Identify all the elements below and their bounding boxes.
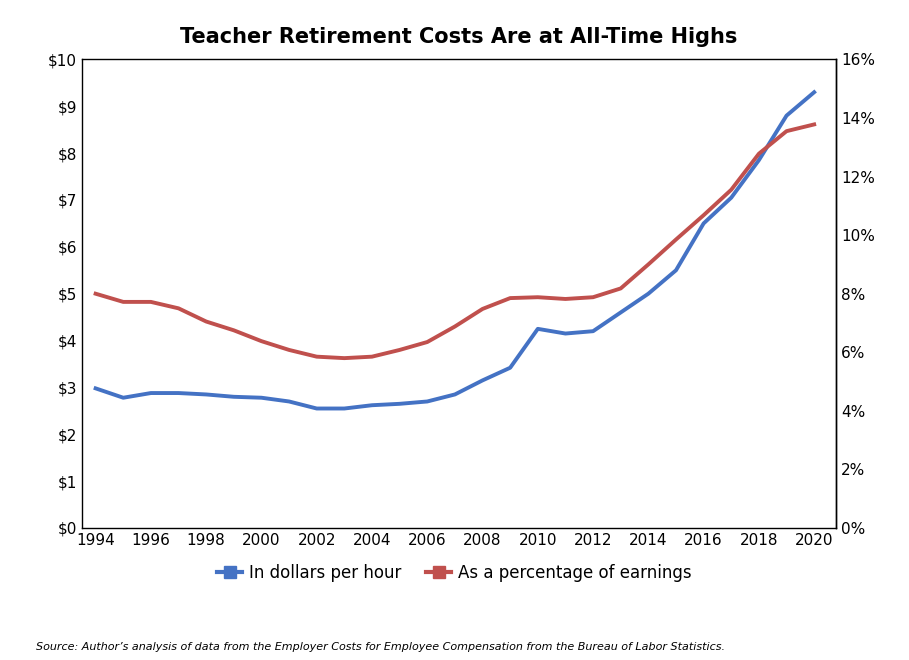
As a percentage of earnings bbox=[449, 323, 460, 331]
As a percentage of earnings bbox=[284, 346, 295, 354]
As a percentage of earnings bbox=[533, 293, 544, 301]
As a percentage of earnings bbox=[725, 185, 736, 193]
Title: Teacher Retirement Costs Are at All-Time Highs: Teacher Retirement Costs Are at All-Time… bbox=[180, 27, 738, 47]
In dollars per hour bbox=[504, 364, 515, 372]
In dollars per hour bbox=[533, 325, 544, 333]
In dollars per hour bbox=[643, 290, 654, 298]
Line: In dollars per hour: In dollars per hour bbox=[95, 92, 814, 409]
As a percentage of earnings bbox=[201, 317, 212, 325]
In dollars per hour bbox=[256, 394, 267, 402]
In dollars per hour bbox=[587, 327, 598, 335]
As a percentage of earnings bbox=[477, 305, 488, 313]
In dollars per hour bbox=[118, 394, 129, 402]
In dollars per hour bbox=[477, 376, 488, 384]
In dollars per hour bbox=[698, 219, 709, 227]
In dollars per hour bbox=[725, 193, 736, 201]
As a percentage of earnings bbox=[504, 294, 515, 302]
As a percentage of earnings bbox=[754, 150, 764, 158]
In dollars per hour bbox=[201, 391, 212, 399]
As a percentage of earnings bbox=[698, 211, 709, 219]
In dollars per hour bbox=[449, 391, 460, 399]
In dollars per hour bbox=[671, 266, 682, 274]
Legend: In dollars per hour, As a percentage of earnings: In dollars per hour, As a percentage of … bbox=[211, 558, 698, 589]
In dollars per hour bbox=[339, 405, 350, 412]
Text: Source: Author’s analysis of data from the Employer Costs for Employee Compensat: Source: Author’s analysis of data from t… bbox=[36, 642, 725, 652]
As a percentage of earnings bbox=[173, 304, 184, 312]
As a percentage of earnings bbox=[118, 298, 129, 306]
As a percentage of earnings bbox=[615, 284, 626, 292]
In dollars per hour bbox=[615, 308, 626, 316]
In dollars per hour bbox=[781, 112, 792, 119]
In dollars per hour bbox=[228, 393, 239, 401]
In dollars per hour bbox=[311, 405, 322, 412]
In dollars per hour bbox=[395, 400, 405, 408]
As a percentage of earnings bbox=[90, 290, 101, 298]
As a percentage of earnings bbox=[366, 352, 377, 360]
As a percentage of earnings bbox=[395, 346, 405, 354]
In dollars per hour bbox=[422, 397, 433, 405]
In dollars per hour bbox=[754, 156, 764, 164]
In dollars per hour bbox=[173, 389, 184, 397]
As a percentage of earnings bbox=[228, 326, 239, 334]
As a percentage of earnings bbox=[587, 293, 598, 301]
As a percentage of earnings bbox=[145, 298, 156, 306]
As a percentage of earnings bbox=[643, 261, 654, 269]
As a percentage of earnings bbox=[339, 354, 350, 362]
As a percentage of earnings bbox=[671, 236, 682, 244]
As a percentage of earnings bbox=[422, 338, 433, 346]
In dollars per hour bbox=[366, 401, 377, 409]
As a percentage of earnings bbox=[311, 352, 322, 360]
As a percentage of earnings bbox=[560, 295, 571, 303]
In dollars per hour bbox=[809, 88, 820, 96]
In dollars per hour bbox=[90, 384, 101, 392]
As a percentage of earnings bbox=[781, 127, 792, 135]
As a percentage of earnings bbox=[256, 337, 267, 345]
Line: As a percentage of earnings: As a percentage of earnings bbox=[95, 125, 814, 358]
In dollars per hour bbox=[560, 329, 571, 337]
In dollars per hour bbox=[145, 389, 156, 397]
In dollars per hour bbox=[284, 397, 295, 405]
As a percentage of earnings bbox=[809, 121, 820, 129]
